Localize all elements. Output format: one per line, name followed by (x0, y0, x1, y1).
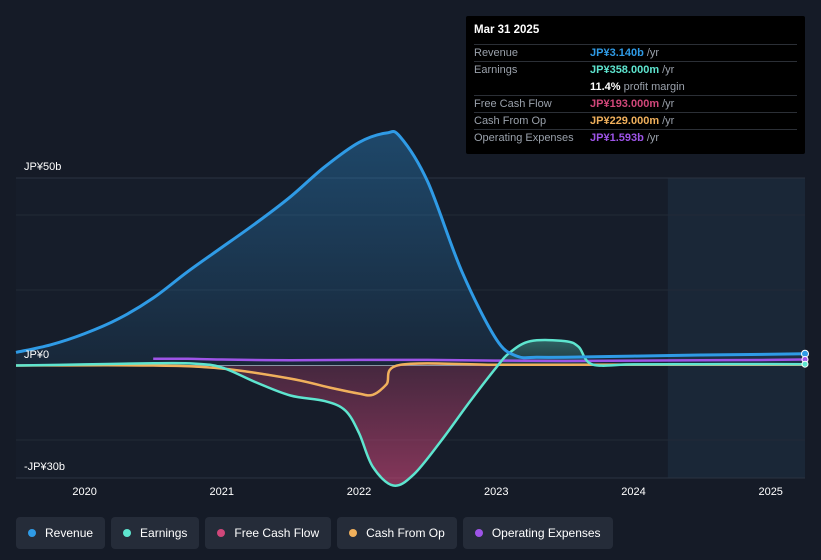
operating-expenses-line (153, 357, 806, 363)
tooltip-unit: /yr (646, 132, 660, 144)
x-tick-2021: 2021 (210, 486, 234, 498)
revenue-area (16, 131, 805, 366)
y-label-zero: JP¥0 (24, 349, 49, 361)
tooltip-unit: profit margin (623, 80, 685, 93)
tooltip-value: JP¥3.140b (590, 47, 644, 59)
tooltip-value: JP¥193.000m (590, 98, 660, 110)
legend-dot-icon (349, 529, 358, 537)
x-tick-2023: 2023 (484, 486, 508, 498)
legend-label: Free Cash Flow (234, 526, 320, 540)
tooltip-unit: /yr (646, 47, 660, 59)
x-tick-2024: 2024 (621, 486, 645, 498)
tooltip-date: Mar 31 2025 (474, 24, 540, 36)
legend-label: Revenue (45, 526, 94, 540)
tooltip-row-profit-margin: 11.4% profit margin (474, 78, 797, 95)
legend-item-free-cash-flow[interactable]: Free Cash Flow (205, 517, 332, 549)
earnings-line (15, 338, 806, 487)
tooltip-value: JP¥1.593b (590, 132, 644, 144)
legend-dot-icon (28, 529, 36, 537)
tooltip-row-operating-expenses: Operating Expenses JP¥1.593b /yr (474, 129, 797, 146)
tooltip-row-earnings: Earnings JP¥358.000m /yr (474, 61, 797, 78)
tooltip-label: Revenue (474, 47, 519, 59)
tooltip-value: 11.4% (590, 80, 621, 93)
legend-item-operating-expenses[interactable]: Operating Expenses (462, 517, 613, 549)
tooltip-unit: /yr (662, 64, 675, 76)
tooltip-unit: /yr (662, 98, 675, 110)
x-tick-2020: 2020 (72, 486, 96, 498)
legend-dot-icon (474, 529, 483, 537)
data-tooltip: Mar 31 2025 Revenue JP¥3.140b /yr Earnin… (466, 16, 805, 154)
tooltip-unit: /yr (662, 115, 675, 127)
legend-label: Earnings (140, 526, 188, 540)
tooltip-row-cash-from-op: Cash From Op JP¥229.000m /yr (474, 112, 797, 129)
legend-dot-icon (217, 529, 226, 537)
tooltip-label: Earnings (474, 64, 518, 76)
x-tick-2022: 2022 (347, 486, 371, 498)
legend-item-earnings[interactable]: Earnings (111, 517, 200, 549)
y-label-top: JP¥50b (24, 161, 61, 173)
legend-label: Cash From Op (366, 526, 445, 540)
legend-item-cash-from-op[interactable]: Cash From Op (337, 517, 457, 549)
tooltip-label: Cash From Op (474, 115, 547, 127)
y-label-bottom: -JP¥30b (24, 461, 65, 473)
tooltip-label: Operating Expenses (474, 132, 574, 144)
revenue-line (15, 129, 806, 360)
earnings-end-dot (801, 360, 809, 368)
legend-label: Operating Expenses (491, 526, 601, 540)
tooltip-value: JP¥229.000m (590, 115, 660, 127)
forecast-shade (667, 178, 805, 478)
tooltip-label: Free Cash Flow (474, 98, 552, 110)
tooltip-row-revenue: Revenue JP¥3.140b /yr (474, 44, 797, 61)
legend-item-revenue[interactable]: Revenue (16, 517, 106, 549)
legend-dot-icon (123, 529, 132, 537)
tooltip-row-free-cash-flow: Free Cash Flow JP¥193.000m /yr (474, 95, 797, 112)
chart-legend: Revenue Earnings Free Cash Flow Cash Fro… (16, 517, 613, 549)
tooltip-value: JP¥358.000m (590, 64, 660, 76)
x-tick-2025: 2025 (758, 486, 782, 498)
earnings-negative-area (16, 364, 805, 486)
